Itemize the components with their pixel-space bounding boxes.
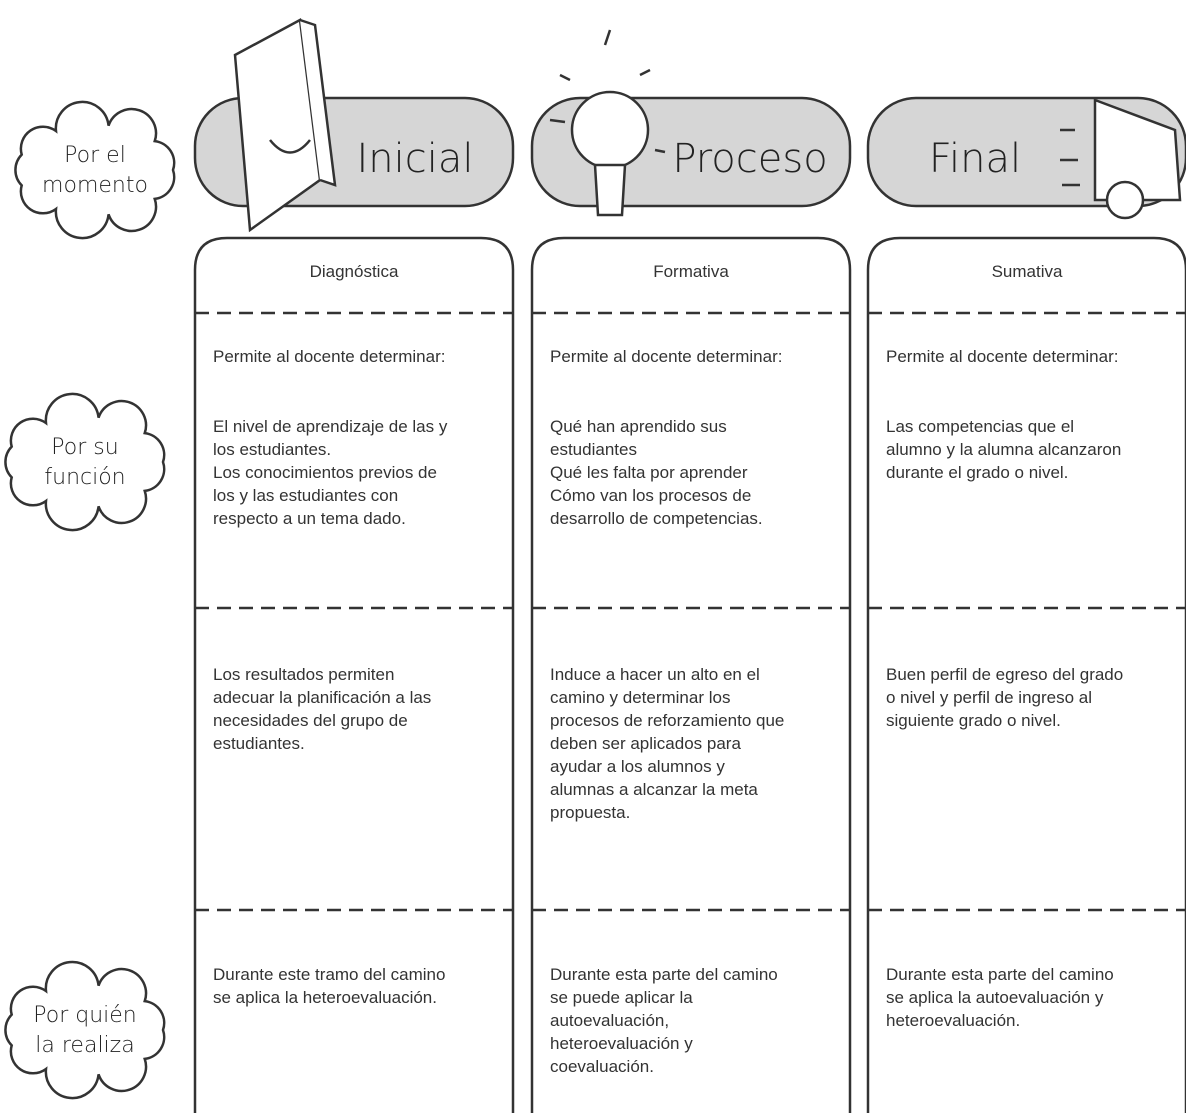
column-title: Final (929, 136, 1021, 182)
who-text: autoevaluación, (550, 1011, 669, 1030)
column-type: Sumativa (992, 262, 1063, 281)
bulb-rays (549, 29, 666, 154)
function-text: alumno y la alumna alcanzaron (886, 440, 1121, 459)
column-type: Diagnóstica (310, 262, 399, 281)
function-text: Qué les falta por aprender (550, 463, 748, 482)
function-text: respecto a un tema dado. (213, 509, 406, 528)
purpose-text: adecuar la planificación a las (213, 688, 431, 707)
function-text: durante el grado o nivel. (886, 463, 1068, 482)
purpose-text: propuesta. (550, 803, 630, 822)
who-text: se aplica la heteroevaluación. (213, 988, 437, 1007)
row-label: Por su (51, 435, 118, 460)
column-box (193, 236, 515, 1113)
cloud (4, 960, 166, 1100)
function-text: Las competencias que el (886, 417, 1074, 436)
function-text: estudiantes (550, 440, 637, 459)
speed-lines (1060, 128, 1080, 187)
function-text: Qué han aprendido sus (550, 417, 727, 436)
function-text: desarrollo de competencias. (550, 509, 763, 528)
purpose-text: Los resultados permiten (213, 665, 394, 684)
who-text: heteroevaluación y (550, 1034, 693, 1053)
column-title: Inicial (357, 136, 474, 182)
illustrations (233, 18, 1182, 233)
car-wheel (1105, 180, 1145, 220)
purpose-text: deben ser aplicados para (550, 734, 741, 753)
column-type: Formativa (653, 262, 729, 281)
function-text: El nivel de aprendizaje de las y (213, 417, 448, 436)
function-intro: Permite al docente determinar: (550, 347, 782, 366)
who-text: Durante esta parte del camino (886, 965, 1114, 984)
car (1093, 98, 1182, 202)
purpose-text: o nivel y perfil de ingreso al (886, 688, 1092, 707)
who-text: heteroevaluación. (886, 1011, 1020, 1030)
row-label: función (44, 465, 125, 490)
purpose-text: alumnas a alcanzar la meta (550, 780, 758, 799)
function-text: los estudiantes. (213, 440, 331, 459)
row-label: Por quién (33, 1003, 136, 1028)
who-text: se puede aplicar la (550, 988, 693, 1007)
book-smile (269, 139, 311, 154)
row-label: momento (42, 173, 148, 198)
row-label: Por el (64, 143, 126, 168)
purpose-text: siguiente grado o nivel. (886, 711, 1061, 730)
purpose-text: procesos de reforzamiento que (550, 711, 784, 730)
column-box (530, 236, 852, 1113)
purpose-text: estudiantes. (213, 734, 305, 753)
function-intro: Permite al docente determinar: (213, 347, 445, 366)
purpose-text: Induce a hacer un alto en el (550, 665, 760, 684)
who-text: se aplica la autoevaluación y (886, 988, 1104, 1007)
function-text: Los conocimientos previos de (213, 463, 437, 482)
purpose-text: camino y determinar los (550, 688, 730, 707)
column-title: Proceso (672, 136, 827, 182)
who-text: Durante este tramo del camino (213, 965, 445, 984)
function-text: Cómo van los procesos de (550, 486, 751, 505)
purpose-text: Buen perfil de egreso del grado (886, 665, 1123, 684)
cloud (4, 392, 166, 532)
function-intro: Permite al docente determinar: (886, 347, 1118, 366)
cloud (14, 100, 176, 240)
purpose-text: ayudar a los alumnos y (550, 757, 725, 776)
column-box (866, 236, 1186, 1113)
function-text: los y las estudiantes con (213, 486, 398, 505)
purpose-text: necesidades del grupo de (213, 711, 408, 730)
row-label: la realiza (35, 1033, 134, 1058)
bulb (570, 90, 650, 170)
who-text: Durante esta parte del camino (550, 965, 778, 984)
bulb-base (593, 163, 627, 217)
book-spine (299, 18, 337, 187)
who-text: coevaluación. (550, 1057, 654, 1076)
